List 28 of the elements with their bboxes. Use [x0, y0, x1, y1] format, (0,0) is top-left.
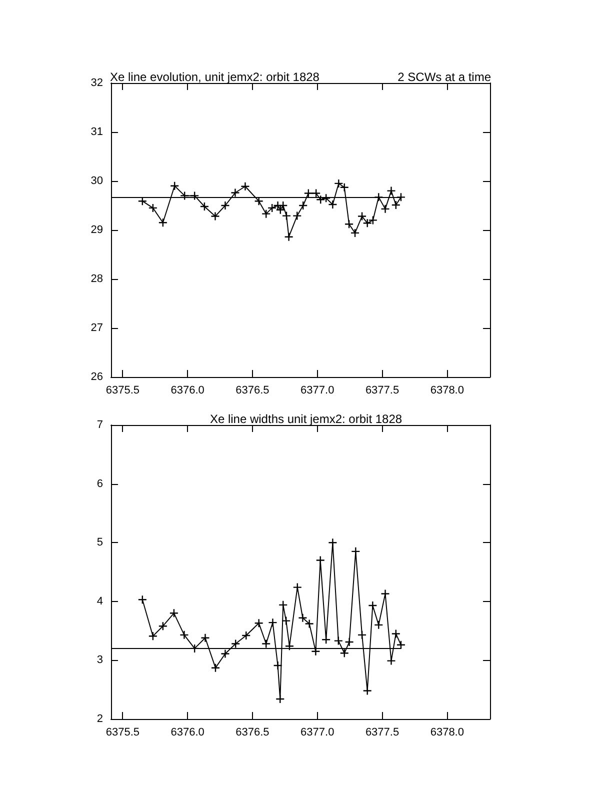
y-tick-label: 3	[96, 654, 103, 666]
x-tick-label: 6378.0	[430, 726, 464, 738]
y-tick-label: 29	[90, 224, 103, 236]
y-tick-label: 32	[90, 77, 103, 89]
y-tick-label: 6	[96, 478, 103, 490]
x-tick-label: 6377.5	[365, 384, 400, 396]
x-tick-label: 6375.5	[106, 726, 140, 738]
x-tick-label: 6377.5	[365, 726, 400, 738]
chart-title: Xe line evolution, unit jemx2: orbit 1828	[110, 70, 320, 84]
x-tick-label: 6376.5	[236, 384, 270, 396]
y-tick-label: 26	[90, 371, 103, 383]
y-tick-label: 30	[90, 175, 103, 187]
x-tick-label: 6376.0	[170, 384, 204, 396]
x-tick-label: 6377.0	[300, 384, 334, 396]
x-tick-label: 6377.0	[300, 726, 334, 738]
y-tick-label: 28	[90, 273, 103, 285]
y-tick-label: 7	[96, 419, 103, 431]
x-tick-label: 6376.0	[170, 726, 204, 738]
x-tick-label: 6378.0	[430, 384, 464, 396]
x-tick-label: 6375.5	[106, 384, 140, 396]
y-tick-label: 27	[90, 322, 103, 334]
y-tick-label: 2	[96, 713, 103, 725]
x-tick-label: 6376.5	[236, 726, 270, 738]
y-tick-label: 4	[96, 595, 103, 608]
chart-title: Xe line widths unit jemx2: orbit 1828	[210, 412, 402, 426]
chart-subtitle: 2 SCWs at a time	[398, 70, 492, 84]
y-tick-label: 31	[90, 126, 103, 138]
y-tick-label: 5	[96, 536, 103, 549]
